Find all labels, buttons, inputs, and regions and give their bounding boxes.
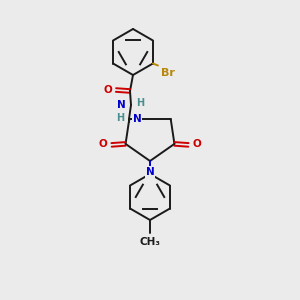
Text: N: N <box>117 100 126 110</box>
Text: O: O <box>99 139 108 149</box>
Text: H: H <box>116 113 124 123</box>
Text: N: N <box>133 114 142 124</box>
Text: CH₃: CH₃ <box>140 237 160 247</box>
Text: O: O <box>103 85 112 95</box>
Text: Br: Br <box>161 68 175 77</box>
Text: O: O <box>192 139 201 149</box>
Text: H: H <box>136 98 144 108</box>
Text: N: N <box>146 167 154 177</box>
